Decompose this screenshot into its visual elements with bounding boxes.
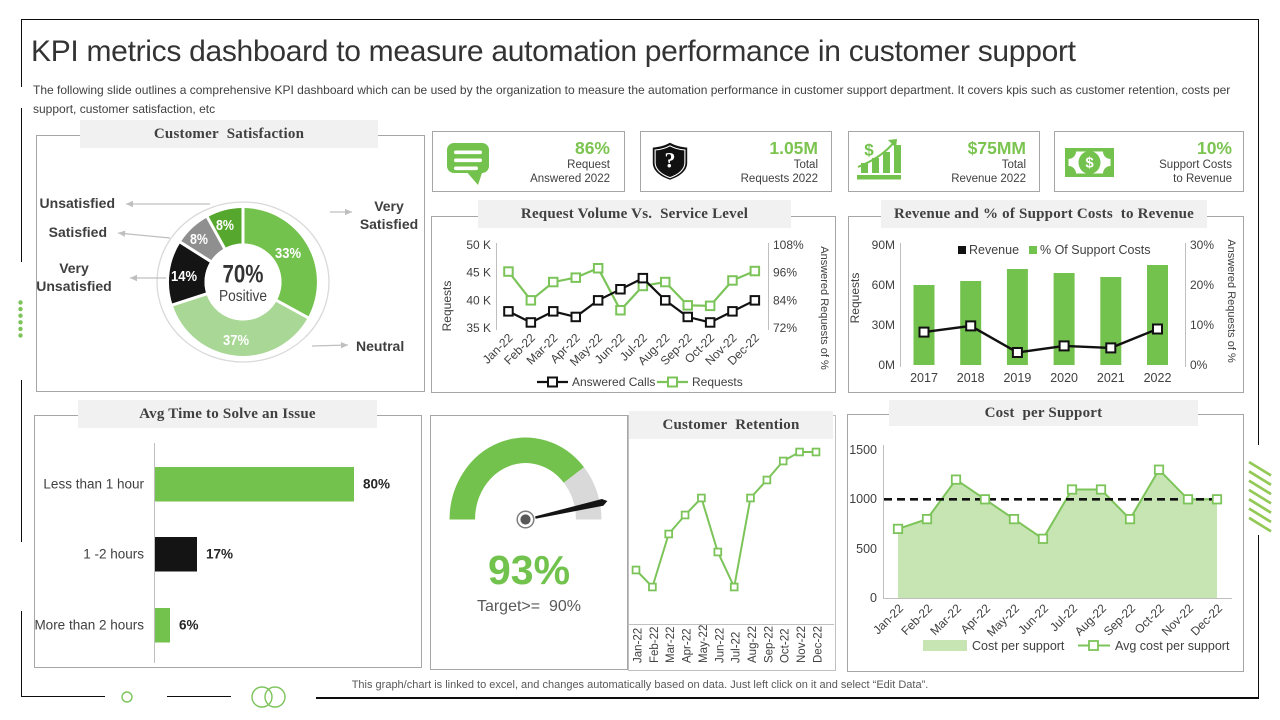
svg-text:50 K: 50 K bbox=[466, 238, 491, 252]
svg-text:2022: 2022 bbox=[1144, 371, 1172, 385]
svg-text:0M: 0M bbox=[878, 358, 895, 372]
svg-text:70%: 70% bbox=[223, 261, 264, 289]
svg-text:May-22: May-22 bbox=[984, 601, 1022, 639]
svg-text:Answered Requests of %: Answered Requests of % bbox=[1225, 239, 1237, 363]
svg-text:96%: 96% bbox=[773, 266, 797, 280]
svg-text:Jul-22: Jul-22 bbox=[731, 632, 743, 663]
svg-text:Dec-22: Dec-22 bbox=[1188, 601, 1225, 638]
svg-text:Requests: Requests bbox=[440, 281, 454, 332]
svg-text:1 -2 hours: 1 -2 hours bbox=[83, 547, 144, 562]
svg-text:90M: 90M bbox=[872, 238, 895, 252]
svg-text:80%: 80% bbox=[363, 477, 390, 492]
svg-text:1000: 1000 bbox=[849, 492, 877, 506]
svg-text:37%: 37% bbox=[223, 333, 249, 349]
svg-text:30%: 30% bbox=[1190, 238, 1214, 252]
svg-text:Oct-22: Oct-22 bbox=[780, 628, 792, 663]
svg-text:45 K: 45 K bbox=[466, 266, 491, 280]
svg-text:Aug-22: Aug-22 bbox=[747, 626, 759, 663]
svg-text:Apr-22: Apr-22 bbox=[682, 628, 694, 663]
svg-text:2017: 2017 bbox=[910, 371, 938, 385]
svg-text:Satisfied: Satisfied bbox=[49, 224, 107, 240]
svg-text:Feb-22: Feb-22 bbox=[649, 627, 661, 663]
svg-text:35 K: 35 K bbox=[466, 321, 491, 335]
svg-text:Aug-22: Aug-22 bbox=[1072, 601, 1109, 638]
svg-text:40 K: 40 K bbox=[466, 293, 491, 307]
svg-text:2021: 2021 bbox=[1097, 371, 1125, 385]
svg-text:Unsatisfied: Unsatisfied bbox=[40, 195, 115, 211]
svg-text:33%: 33% bbox=[275, 246, 301, 262]
svg-text:0%: 0% bbox=[1190, 358, 1208, 372]
svg-text:30M: 30M bbox=[872, 318, 895, 332]
svg-text:Avg cost per support: Avg cost per support bbox=[1115, 639, 1230, 653]
svg-text:Mar-22: Mar-22 bbox=[665, 627, 677, 663]
svg-text:Dec-22: Dec-22 bbox=[813, 626, 825, 663]
svg-text:Satisfied: Satisfied bbox=[360, 216, 418, 232]
svg-text:Very: Very bbox=[59, 260, 89, 276]
svg-text:14%: 14% bbox=[171, 269, 197, 285]
svg-text:0: 0 bbox=[870, 591, 877, 605]
svg-text:60M: 60M bbox=[872, 278, 895, 292]
svg-text:1500: 1500 bbox=[849, 443, 877, 457]
svg-text:Less than 1 hour: Less than 1 hour bbox=[43, 477, 144, 492]
svg-text:Answered Calls: Answered Calls bbox=[572, 375, 655, 389]
svg-text:Cost per support: Cost per support bbox=[972, 639, 1065, 653]
svg-text:Jun-22: Jun-22 bbox=[1015, 601, 1051, 637]
svg-text:20%: 20% bbox=[1190, 278, 1214, 292]
svg-text:6%: 6% bbox=[179, 618, 199, 633]
svg-text:Jun-22: Jun-22 bbox=[714, 628, 726, 663]
svg-text:2019: 2019 bbox=[1003, 371, 1031, 385]
svg-text:Revenue: Revenue bbox=[969, 243, 1019, 257]
svg-text:10%: 10% bbox=[1190, 318, 1214, 332]
svg-text:Unsatisfied: Unsatisfied bbox=[36, 278, 111, 294]
svg-text:500: 500 bbox=[856, 542, 877, 556]
svg-text:17%: 17% bbox=[206, 547, 233, 562]
svg-text:$: $ bbox=[1085, 155, 1094, 172]
svg-text:8%: 8% bbox=[190, 232, 208, 248]
svg-text:2020: 2020 bbox=[1050, 371, 1078, 385]
svg-text:% Of Support Costs: % Of Support Costs bbox=[1040, 243, 1150, 257]
svg-text:8%: 8% bbox=[216, 218, 234, 234]
svg-text:$: $ bbox=[864, 141, 874, 160]
svg-text:More than 2 hours: More than 2 hours bbox=[34, 618, 144, 633]
svg-text:2018: 2018 bbox=[957, 371, 985, 385]
svg-text:Requests: Requests bbox=[692, 375, 743, 389]
svg-text:Positive: Positive bbox=[219, 288, 267, 305]
svg-text:Answered Requests of %: Answered Requests of % bbox=[818, 246, 830, 370]
svg-text:108%: 108% bbox=[773, 238, 804, 252]
svg-text:Jan-22: Jan-22 bbox=[633, 628, 645, 663]
svg-text:Neutral: Neutral bbox=[356, 338, 404, 354]
svg-text:Very: Very bbox=[374, 198, 404, 214]
svg-text:84%: 84% bbox=[773, 293, 797, 307]
svg-text:Sep-22: Sep-22 bbox=[763, 626, 775, 663]
svg-text:Feb-22: Feb-22 bbox=[898, 601, 935, 638]
svg-text:72%: 72% bbox=[773, 321, 797, 335]
svg-text:Mar-22: Mar-22 bbox=[927, 601, 964, 638]
svg-text:Requests: Requests bbox=[848, 273, 862, 324]
svg-text:Sep-22: Sep-22 bbox=[1101, 601, 1138, 638]
svg-text:Nov-22: Nov-22 bbox=[796, 626, 808, 663]
svg-text:Nov-22: Nov-22 bbox=[1159, 601, 1196, 638]
svg-text:May-22: May-22 bbox=[698, 625, 710, 663]
svg-text:?: ? bbox=[665, 148, 676, 173]
